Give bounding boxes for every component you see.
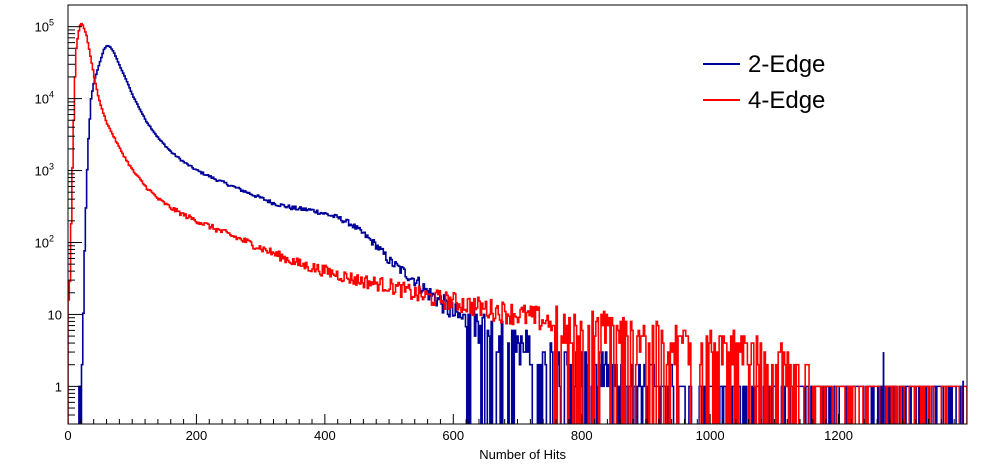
x-tick-label: 0 (64, 428, 71, 443)
y-tick-label: 1 (55, 379, 62, 394)
legend: 2-Edge 4-Edge (703, 51, 825, 114)
legend-label: 2-Edge (748, 51, 825, 78)
series-line-4-edge (68, 22, 967, 424)
y-tick-label: 10 (48, 307, 62, 322)
x-tick-label: 600 (442, 428, 464, 443)
x-axis-title: Number of Hits (479, 447, 566, 462)
x-tick-label: 200 (186, 428, 208, 443)
legend-label: 4-Edge (748, 87, 825, 114)
x-tick-label: 800 (571, 428, 593, 443)
x-tick-label: 1200 (824, 428, 853, 443)
x-tick-label: 1000 (696, 428, 725, 443)
x-tick-label: 400 (314, 428, 336, 443)
x-axis: 0 200 400 600 800 1000 1200 (64, 414, 968, 443)
